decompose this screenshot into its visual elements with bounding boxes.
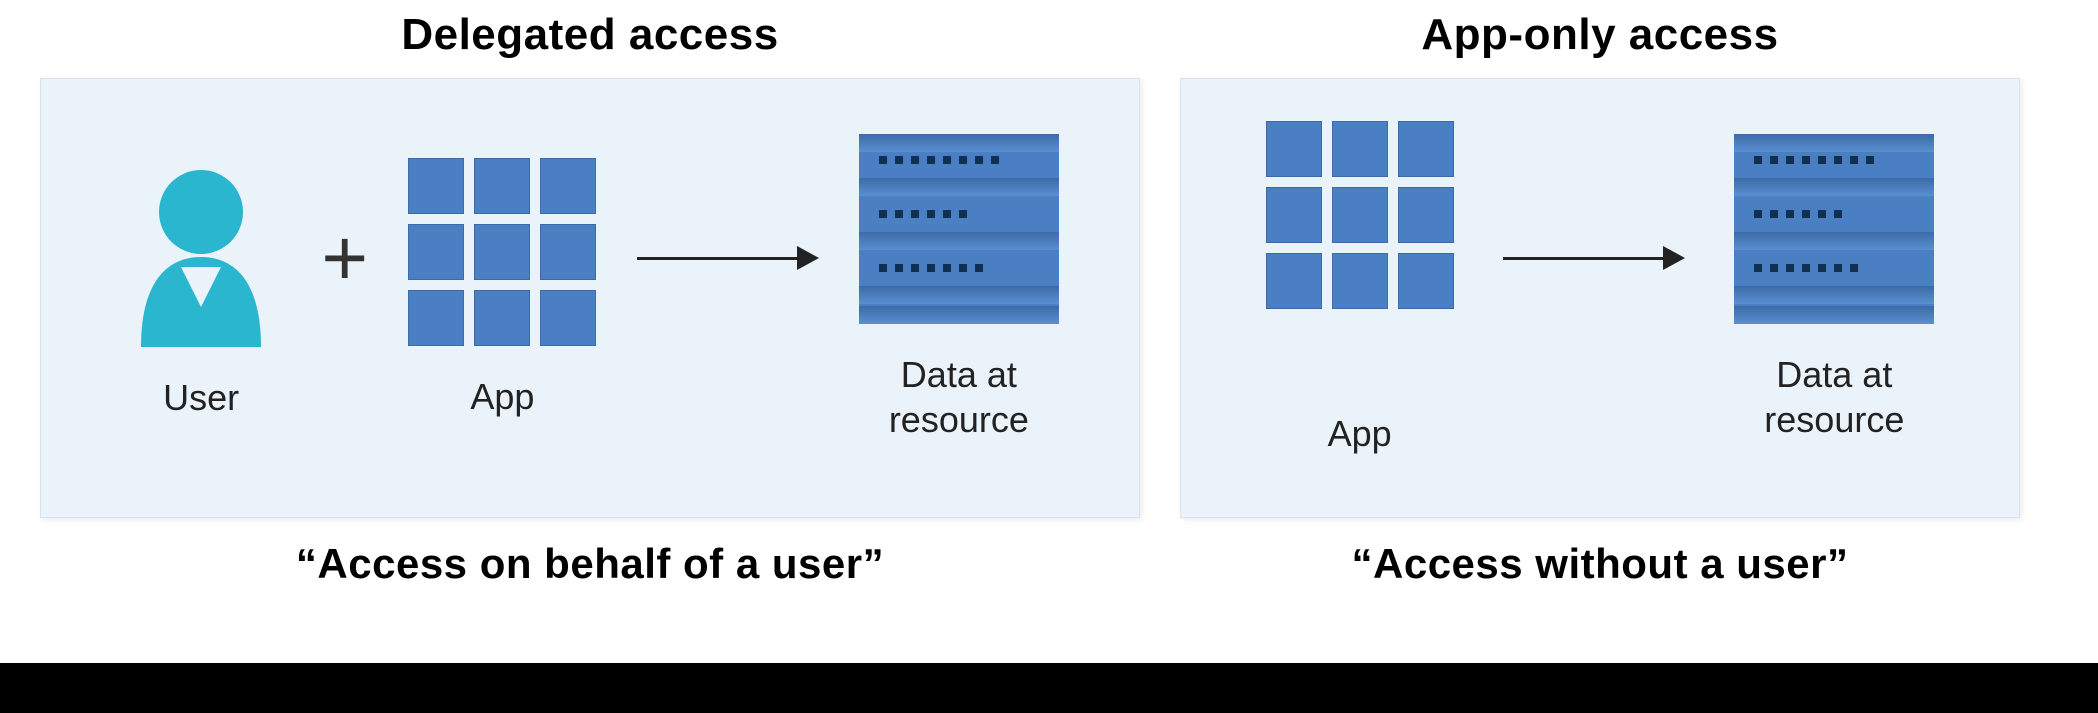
arrow-right <box>1503 246 1685 270</box>
apponly-caption: “Access without a user” <box>1352 540 1849 588</box>
bottom-black-bar <box>0 663 2098 713</box>
arrow-left <box>637 246 819 270</box>
arrow-head-icon-right <box>1663 246 1685 270</box>
app-label-left: App <box>470 374 534 419</box>
plus-symbol: + <box>321 218 368 298</box>
data-resource-icon <box>859 134 1059 324</box>
data-label-left: Data at resource <box>889 352 1029 442</box>
app-grid-icon-right <box>1266 121 1454 309</box>
data-item-right: Data at resource <box>1734 134 1934 442</box>
data-resource-icon-right <box>1734 134 1934 324</box>
apponly-access-panel-wrap: App-only access App <box>1180 10 2020 660</box>
arrow-head-icon <box>797 246 819 270</box>
delegated-panel: User + App <box>40 78 1140 518</box>
user-icon <box>121 157 281 347</box>
apponly-panel: App Data at resource <box>1180 78 2020 518</box>
arrow-line-icon <box>637 257 797 260</box>
delegated-caption: “Access on behalf of a user” <box>296 540 884 588</box>
data-label-right: Data at resource <box>1764 352 1904 442</box>
app-label-right: App <box>1328 411 1392 456</box>
delegated-access-panel-wrap: Delegated access User + App <box>40 10 1140 660</box>
app-grid-icon <box>408 158 596 346</box>
data-item-left: Data at resource <box>859 134 1059 442</box>
user-label: User <box>163 375 239 420</box>
delegated-title: Delegated access <box>401 10 778 60</box>
diagram-container: Delegated access User + App <box>0 0 2098 660</box>
arrow-line-icon-right <box>1503 257 1663 260</box>
app-item-left: App <box>408 158 596 419</box>
app-item-right: App <box>1266 121 1454 456</box>
user-item: User <box>121 157 281 420</box>
apponly-title: App-only access <box>1421 10 1778 60</box>
